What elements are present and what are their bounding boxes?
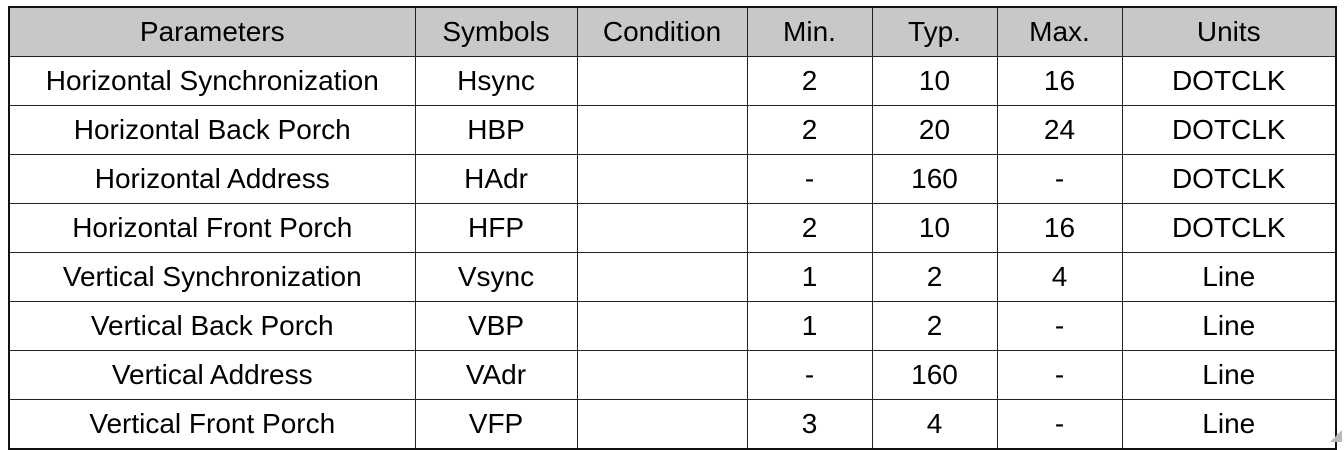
- cell-parameter: Vertical Synchronization: [8, 252, 416, 302]
- cell-typ: 2: [871, 301, 998, 351]
- cell-unit: DOTCLK: [1121, 105, 1337, 155]
- table-row: Vertical Back Porch VBP 1 2 - Line: [8, 301, 1337, 351]
- cell-max: -: [996, 350, 1123, 400]
- cell-unit: Line: [1121, 252, 1337, 302]
- cell-condition: [576, 399, 748, 450]
- header-condition: Condition: [576, 6, 748, 57]
- cell-condition: [576, 56, 748, 106]
- cell-parameter: Vertical Back Porch: [8, 301, 416, 351]
- cell-max: -: [996, 399, 1123, 450]
- table-row: Vertical Front Porch VFP 3 4 - Line: [8, 399, 1337, 450]
- cell-unit: Line: [1121, 399, 1337, 450]
- cell-min: -: [746, 350, 873, 400]
- cell-max: 16: [996, 56, 1123, 106]
- cell-unit: DOTCLK: [1121, 154, 1337, 204]
- cell-symbol: VAdr: [414, 350, 578, 400]
- table-row: Horizontal Front Porch HFP 2 10 16 DOTCL…: [8, 203, 1337, 253]
- cell-symbol: Hsync: [414, 56, 578, 106]
- cell-max: 16: [996, 203, 1123, 253]
- cell-condition: [576, 350, 748, 400]
- cell-typ: 20: [871, 105, 998, 155]
- cell-condition: [576, 154, 748, 204]
- cell-parameter: Vertical Front Porch: [8, 399, 416, 450]
- cell-min: 1: [746, 252, 873, 302]
- cell-max: -: [996, 154, 1123, 204]
- cell-symbol: VBP: [414, 301, 578, 351]
- cell-typ: 2: [871, 252, 998, 302]
- cell-parameter: Horizontal Address: [8, 154, 416, 204]
- cell-condition: [576, 301, 748, 351]
- timing-spec-table-container: Parameters Symbols Condition Min. Typ. M…: [8, 6, 1337, 450]
- cell-max: 4: [996, 252, 1123, 302]
- cell-min: 2: [746, 203, 873, 253]
- cell-unit: Line: [1121, 350, 1337, 400]
- cell-max: -: [996, 301, 1123, 351]
- table-row: Horizontal Back Porch HBP 2 20 24 DOTCLK: [8, 105, 1337, 155]
- cell-symbol: HFP: [414, 203, 578, 253]
- cell-symbol: HBP: [414, 105, 578, 155]
- table-row: Horizontal Address HAdr - 160 - DOTCLK: [8, 154, 1337, 204]
- cell-unit: DOTCLK: [1121, 56, 1337, 106]
- header-units: Units: [1121, 6, 1337, 57]
- cell-unit: Line: [1121, 301, 1337, 351]
- table-row: Vertical Address VAdr - 160 - Line: [8, 350, 1337, 400]
- table-row: Horizontal Synchronization Hsync 2 10 16…: [8, 56, 1337, 106]
- cell-typ: 10: [871, 203, 998, 253]
- header-parameters: Parameters: [8, 6, 416, 57]
- cell-min: 2: [746, 105, 873, 155]
- cell-condition: [576, 105, 748, 155]
- cell-parameter: Horizontal Front Porch: [8, 203, 416, 253]
- table-row: Vertical Synchronization Vsync 1 2 4 Lin…: [8, 252, 1337, 302]
- cell-min: -: [746, 154, 873, 204]
- timing-spec-table: Parameters Symbols Condition Min. Typ. M…: [8, 6, 1337, 450]
- cell-parameter: Horizontal Back Porch: [8, 105, 416, 155]
- cell-condition: [576, 252, 748, 302]
- cell-symbol: HAdr: [414, 154, 578, 204]
- cell-unit: DOTCLK: [1121, 203, 1337, 253]
- header-typ: Typ.: [871, 6, 998, 57]
- header-min: Min.: [746, 6, 873, 57]
- cell-parameter: Vertical Address: [8, 350, 416, 400]
- cell-max: 24: [996, 105, 1123, 155]
- header-max: Max.: [996, 6, 1123, 57]
- cell-typ: 160: [871, 350, 998, 400]
- cell-parameter: Horizontal Synchronization: [8, 56, 416, 106]
- cell-min: 2: [746, 56, 873, 106]
- cell-symbol: Vsync: [414, 252, 578, 302]
- cell-typ: 160: [871, 154, 998, 204]
- cell-min: 3: [746, 399, 873, 450]
- cell-condition: [576, 203, 748, 253]
- cell-min: 1: [746, 301, 873, 351]
- table-header-row: Parameters Symbols Condition Min. Typ. M…: [8, 6, 1337, 57]
- cell-typ: 10: [871, 56, 998, 106]
- cell-symbol: VFP: [414, 399, 578, 450]
- header-symbols: Symbols: [414, 6, 578, 57]
- cell-typ: 4: [871, 399, 998, 450]
